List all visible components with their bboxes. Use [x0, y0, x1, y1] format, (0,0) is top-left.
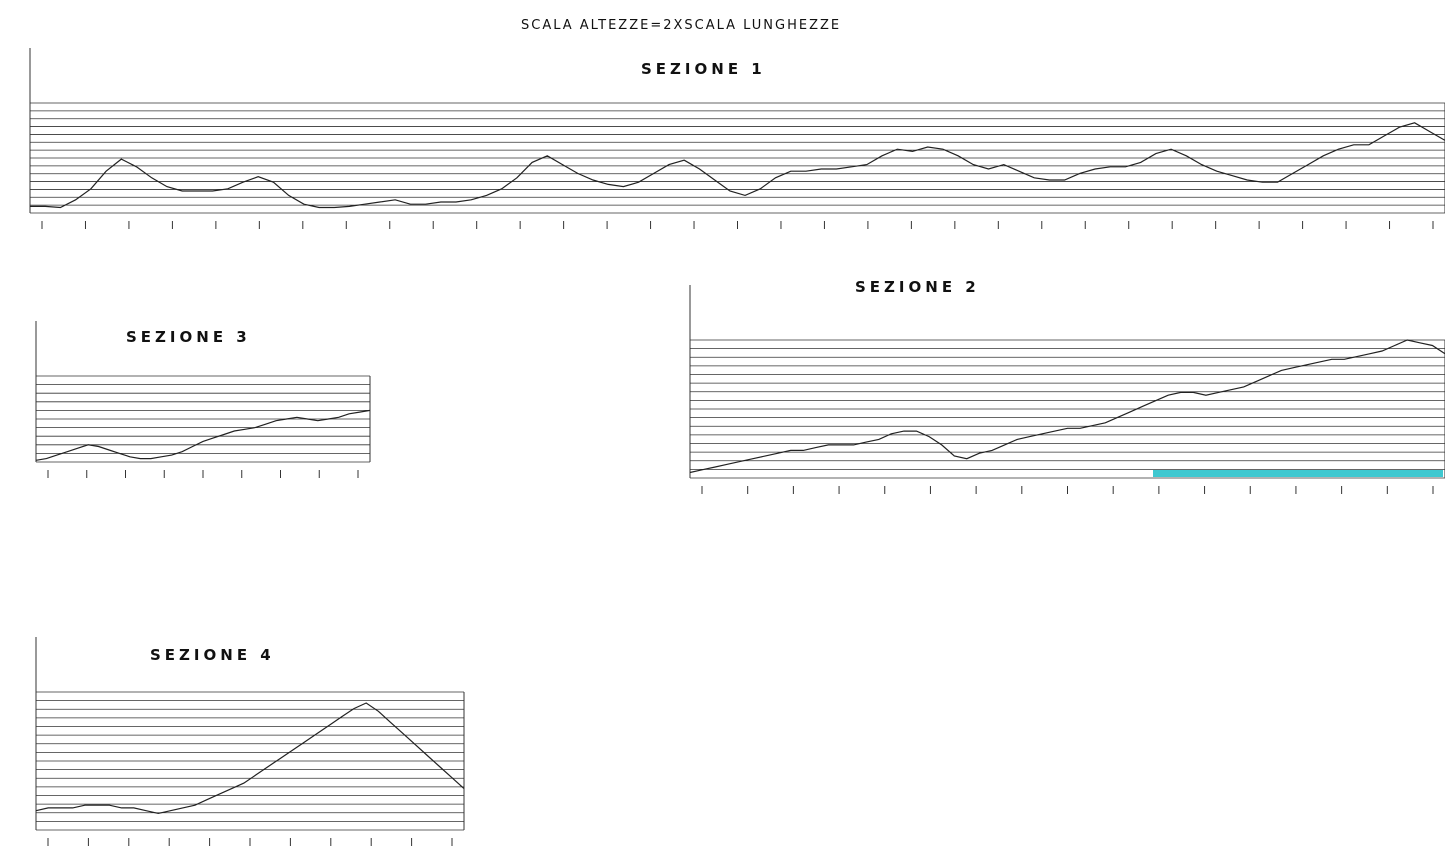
section-3-title: SEZIONE 3 — [126, 328, 251, 346]
section-4-title: SEZIONE 4 — [150, 646, 275, 664]
s3-profile-line — [35, 409, 371, 461]
s4-profile-line — [35, 702, 465, 815]
section-1-title: SEZIONE 1 — [641, 60, 766, 78]
s2-highlight-bar — [1153, 470, 1443, 477]
s2-profile-line — [689, 339, 1445, 474]
scale-note: SCALA ALTEZZE=2XSCALA LUNGHEZZE — [521, 18, 842, 33]
section-2-title: SEZIONE 2 — [855, 278, 980, 296]
s1-profile-line — [30, 122, 1445, 209]
